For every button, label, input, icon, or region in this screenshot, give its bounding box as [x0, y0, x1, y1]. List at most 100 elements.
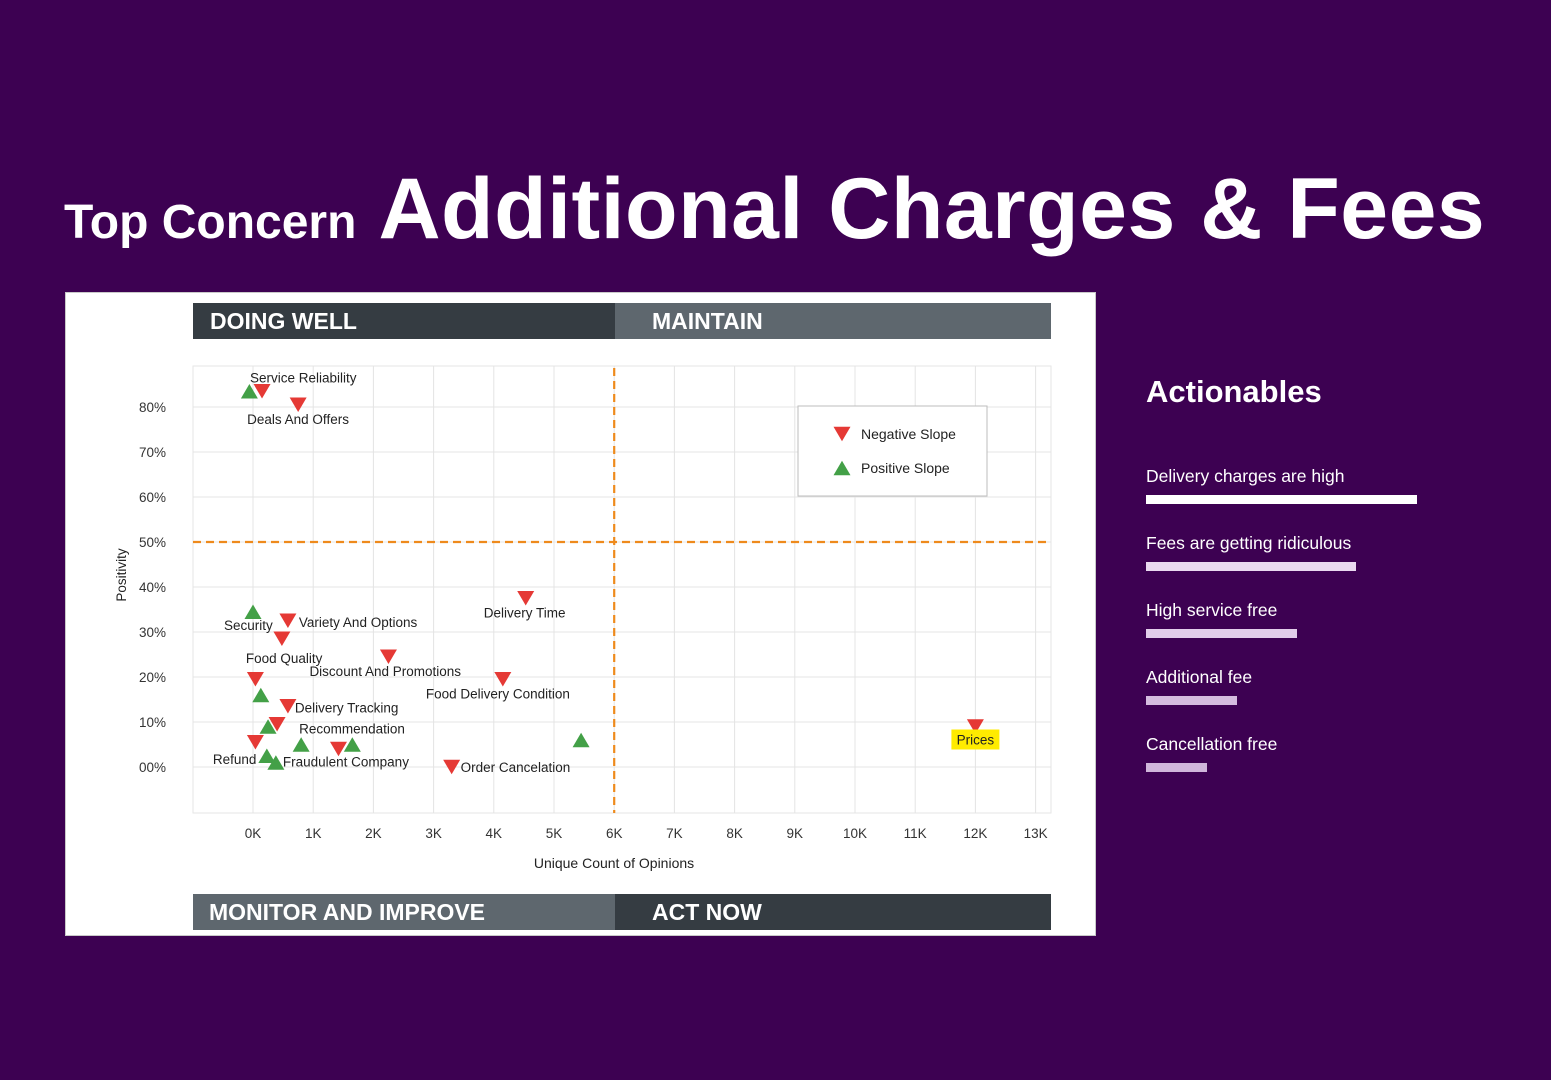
- point-label: Delivery Tracking: [295, 700, 399, 715]
- quadrant-monitor-banner: MONITOR AND IMPROVE: [193, 894, 615, 930]
- quadrant-doing-well-banner: DOING WELL: [193, 303, 615, 339]
- y-tick-label: 10%: [139, 715, 166, 730]
- negative-slope-marker: [253, 384, 271, 399]
- y-tick-label: 70%: [139, 445, 166, 460]
- point-label: Recommendation: [299, 721, 405, 736]
- positive-slope-marker: [572, 732, 590, 748]
- actionable-bar: [1146, 562, 1356, 571]
- point-label: Discount And Promotions: [309, 664, 461, 679]
- positive-slope-marker: [292, 737, 310, 752]
- scatter-plot: 0K 1K 2K 3K 4K 5K 6K 7K 8K 9K 10K 11K 12K 13K 00% 10% 20…: [114, 365, 1052, 871]
- point-label: Refund: [213, 752, 257, 767]
- x-tick-label: 4K: [486, 826, 503, 841]
- title-prefix: Top Concern: [64, 196, 357, 249]
- x-tick-label: 2K: [365, 826, 382, 841]
- negative-slope-marker: [494, 672, 512, 687]
- point-label: Fraudulent Company: [283, 755, 409, 770]
- actionables-title: Actionables: [1146, 374, 1322, 409]
- actionable-bar-track: [1146, 763, 1476, 772]
- positive-slope-marker: [244, 604, 262, 619]
- negative-slope-marker: [268, 717, 286, 732]
- negative-slope-marker: [517, 591, 535, 606]
- actionable-bar: [1146, 696, 1237, 705]
- quadrant-maintain-banner: MAINTAIN: [615, 303, 1051, 339]
- actionable-bar: [1146, 629, 1297, 638]
- point-label: Variety And Options: [299, 615, 418, 630]
- actionable-item: Cancellation free: [1146, 732, 1476, 772]
- actionable-label: Cancellation free: [1146, 734, 1278, 754]
- legend-marker: [833, 460, 851, 476]
- x-tick-label: 3K: [425, 826, 442, 841]
- x-tick-label: 8K: [726, 826, 743, 841]
- point-label: Security: [224, 618, 273, 633]
- actionable-label: Additional fee: [1146, 667, 1253, 687]
- actionables-panel: Actionables Delivery charges are high Fee…: [1146, 374, 1476, 799]
- y-tick-label: 00%: [139, 760, 166, 775]
- point-label: Food Delivery Condition: [426, 686, 570, 701]
- negative-slope-marker: [379, 649, 397, 664]
- legend-label: Negative Slope: [861, 426, 956, 442]
- actionable-bar-track: [1146, 629, 1476, 638]
- x-tick-label: 6K: [606, 826, 623, 841]
- actionable-item: High service free: [1146, 598, 1476, 638]
- positive-slope-marker: [240, 384, 258, 399]
- page-title: Top Concern Additional Charges & Fees: [64, 160, 1485, 259]
- x-tick-label: 7K: [666, 826, 683, 841]
- x-tick-label: 9K: [787, 826, 804, 841]
- actionables-list: Delivery charges are high Fees are gettin…: [1146, 464, 1476, 772]
- y-axis-title: Positivity: [114, 548, 129, 602]
- quadrant-act-now-banner: ACT NOW: [615, 894, 1051, 930]
- point-label: Delivery Time: [484, 605, 566, 620]
- actionable-bar-track: [1146, 495, 1476, 504]
- positive-slope-marker: [267, 755, 285, 770]
- negative-slope-marker: [273, 631, 291, 646]
- highlight-box: [951, 729, 1000, 750]
- x-tick-label: 5K: [546, 826, 563, 841]
- negative-slope-marker: [279, 613, 297, 628]
- chart-card: DOING WELL MAINTAIN MONITOR AND IMPROVE …: [65, 292, 1096, 936]
- x-axis-title: Unique Count of Opinions: [534, 855, 694, 871]
- actionable-item: Delivery charges are high: [1146, 464, 1476, 504]
- negative-slope-marker: [289, 397, 307, 412]
- negative-slope-marker: [246, 672, 264, 687]
- legend-marker: [833, 426, 851, 442]
- y-tick-label: 50%: [139, 535, 166, 550]
- actionable-label: Delivery charges are high: [1146, 466, 1345, 486]
- actionable-item: Fees are getting ridiculous: [1146, 531, 1476, 571]
- x-tick-label: 12K: [963, 826, 987, 841]
- legend-box: [797, 405, 988, 497]
- title-main: Additional Charges & Fees: [378, 161, 1486, 257]
- point-label: Food Quality: [246, 651, 323, 666]
- positive-slope-marker: [343, 737, 361, 752]
- negative-slope-marker: [443, 759, 461, 775]
- x-tick-label: 13K: [1024, 826, 1048, 841]
- actionable-bar-track: [1146, 562, 1476, 571]
- point-label: Deals And Offers: [247, 412, 349, 427]
- plot-frame: [192, 365, 1052, 814]
- y-tick-label: 20%: [139, 670, 166, 685]
- y-tick-label: 30%: [139, 625, 166, 640]
- actionable-bar: [1146, 763, 1207, 772]
- x-tick-label: 1K: [305, 826, 322, 841]
- point-label: Order Cancelation: [461, 760, 571, 775]
- x-tick-label: 11K: [904, 826, 927, 841]
- x-tick-label: 10K: [843, 826, 867, 841]
- negative-slope-marker: [966, 719, 984, 734]
- y-tick-label: 80%: [139, 400, 166, 415]
- negative-slope-marker: [329, 741, 347, 757]
- positive-slope-marker: [258, 748, 276, 763]
- point-label-highlighted: Prices: [957, 733, 995, 748]
- legend-label: Positive Slope: [861, 460, 950, 476]
- negative-slope-marker: [279, 699, 297, 714]
- actionable-item: Additional fee: [1146, 665, 1476, 705]
- actionable-label: High service free: [1146, 600, 1278, 620]
- actionable-label: Fees are getting ridiculous: [1146, 533, 1352, 553]
- actionable-bar: [1146, 495, 1417, 504]
- y-tick-label: 60%: [139, 490, 166, 505]
- positive-slope-marker: [259, 719, 277, 734]
- positive-slope-marker: [252, 687, 270, 703]
- y-tick-label: 40%: [139, 580, 166, 595]
- negative-slope-marker: [246, 735, 264, 750]
- point-label: Service Reliability: [250, 370, 357, 385]
- x-tick-label: 0K: [245, 826, 262, 841]
